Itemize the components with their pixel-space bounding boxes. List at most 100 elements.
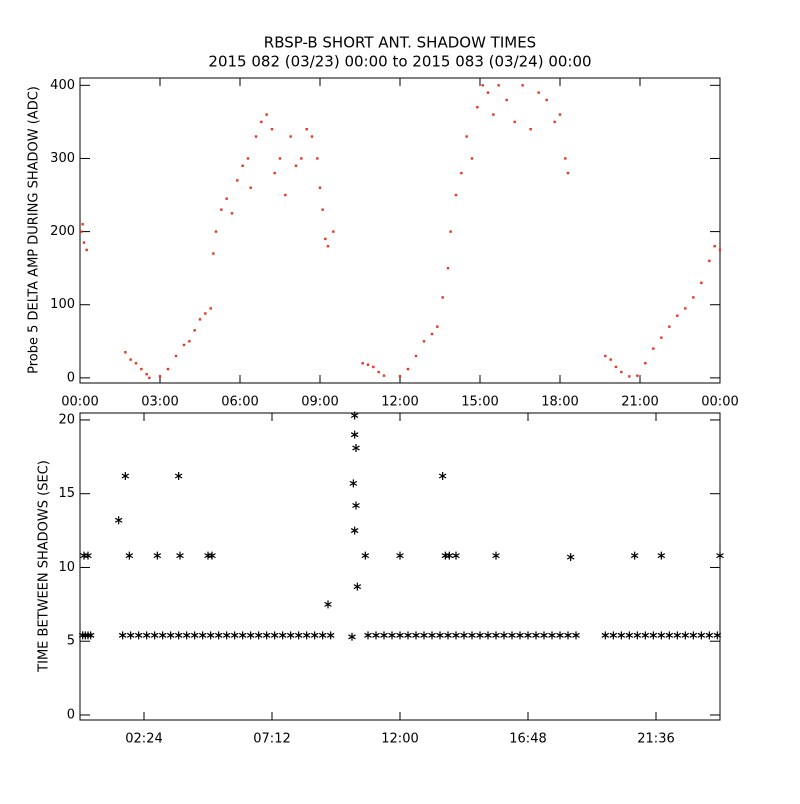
y-tick-label: 5	[67, 634, 75, 649]
data-point	[436, 631, 444, 640]
data-point	[564, 631, 572, 640]
y-axis-label: Probe 5 DELTA AMP DURING SHADOW (ADC)	[27, 86, 42, 374]
data-point	[692, 296, 695, 299]
x-tick-label: 09:00	[301, 395, 338, 410]
data-point	[430, 332, 434, 336]
data-point	[377, 370, 380, 374]
y-tick-label: 15	[58, 486, 75, 501]
x-tick-label: 16:48	[509, 732, 546, 747]
data-point	[380, 631, 388, 640]
data-point	[564, 157, 567, 160]
data-point	[273, 171, 276, 175]
data-point	[158, 631, 167, 640]
data-point	[492, 551, 500, 560]
data-point	[206, 631, 215, 640]
data-point	[657, 551, 666, 560]
data-point	[436, 325, 439, 328]
data-point	[508, 631, 516, 640]
data-point	[208, 551, 216, 560]
chart-subtitle: 2015 082 (03/23) 00:00 to 2015 083 (03/2…	[208, 53, 591, 71]
data-point	[241, 164, 244, 167]
data-point	[673, 631, 682, 640]
data-point	[350, 430, 359, 439]
data-point	[134, 631, 143, 640]
data-point	[82, 241, 86, 244]
data-point	[657, 631, 666, 640]
data-point	[286, 631, 295, 640]
data-point	[142, 631, 151, 640]
data-point	[310, 135, 314, 138]
data-point	[214, 230, 218, 233]
y-tick-label: 20	[58, 412, 75, 427]
data-point	[537, 91, 540, 94]
data-point	[516, 631, 524, 640]
data-point	[316, 157, 319, 160]
data-point	[449, 230, 452, 233]
x-tick-label: 03:00	[141, 395, 178, 410]
data-point	[636, 374, 639, 377]
data-point	[305, 127, 308, 131]
data-point	[697, 631, 706, 640]
data-point	[665, 631, 674, 640]
x-tick-label: 21:36	[637, 732, 674, 747]
data-point	[348, 632, 356, 641]
data-point	[220, 208, 223, 211]
x-tick-label: 00:00	[61, 395, 98, 410]
data-point	[238, 631, 247, 640]
data-point	[566, 171, 570, 175]
data-point	[84, 551, 92, 560]
data-point	[492, 631, 500, 640]
data-point	[289, 135, 292, 138]
data-point	[524, 631, 532, 640]
data-point	[326, 631, 335, 640]
x-tick-label: 00:00	[701, 395, 738, 410]
data-point	[558, 113, 562, 116]
data-point	[441, 296, 444, 299]
data-point	[86, 631, 95, 640]
data-point	[153, 551, 162, 560]
data-point	[350, 411, 359, 420]
data-point	[302, 631, 311, 640]
data-point	[366, 363, 370, 366]
y-tick-label: 200	[50, 224, 75, 239]
data-point	[124, 351, 127, 354]
data-point	[470, 157, 474, 160]
data-point	[188, 340, 191, 343]
y-tick-label: 100	[50, 297, 75, 312]
data-point	[254, 631, 263, 640]
data-point	[361, 551, 370, 560]
data-point	[420, 631, 428, 640]
data-point	[204, 551, 212, 560]
data-point	[352, 501, 360, 510]
data-point	[660, 336, 663, 339]
data-point	[372, 631, 380, 640]
y-tick-label: 0	[67, 370, 75, 385]
data-point	[513, 120, 516, 124]
data-point	[454, 193, 458, 197]
data-point	[620, 370, 623, 374]
data-point	[246, 631, 255, 640]
data-point	[644, 362, 647, 365]
data-point	[444, 631, 452, 640]
x-tick-label: 21:00	[621, 395, 658, 410]
data-point	[324, 237, 327, 241]
data-point	[481, 84, 484, 87]
data-point	[230, 631, 239, 640]
data-point	[465, 135, 468, 138]
data-point	[246, 157, 250, 160]
data-point	[126, 631, 135, 640]
data-point	[553, 120, 556, 124]
data-point	[382, 374, 386, 377]
data-point	[649, 631, 658, 640]
data-point	[182, 343, 186, 347]
data-point	[708, 259, 711, 263]
data-point	[609, 631, 618, 640]
data-point	[198, 318, 202, 321]
data-point	[705, 631, 714, 640]
data-point	[521, 84, 524, 87]
data-point	[198, 631, 207, 640]
chart-title: RBSP-B SHORT ANT. SHADOW TIMES	[264, 34, 536, 52]
data-point	[225, 197, 228, 200]
data-point	[452, 551, 460, 560]
